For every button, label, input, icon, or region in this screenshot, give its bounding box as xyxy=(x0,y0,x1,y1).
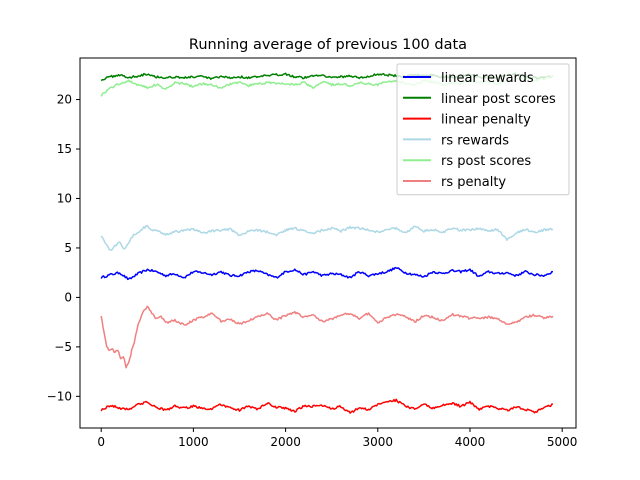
x-tick-label: 2000 xyxy=(270,435,301,449)
x-tick-label: 5000 xyxy=(547,435,578,449)
legend-label: linear post scores xyxy=(441,92,556,107)
series-line-linear-rewards xyxy=(100,266,553,281)
axes-frame xyxy=(79,57,577,429)
y-tick-label: −5 xyxy=(54,340,72,354)
y-tick-label: −10 xyxy=(47,389,72,403)
x-tick-label: 4000 xyxy=(455,435,486,449)
y-tick-label: 0 xyxy=(64,290,72,304)
legend-label: rs rewards xyxy=(441,133,509,148)
x-tick-label: 1000 xyxy=(178,435,209,449)
legend: linear rewards linear post scores linear p… xyxy=(396,63,570,196)
legend-label: rs penalty xyxy=(441,175,506,190)
legend-label: rs post scores xyxy=(441,154,531,169)
x-tick-label: 0 xyxy=(97,435,105,449)
x-tick-label: 3000 xyxy=(363,435,394,449)
plot-area xyxy=(100,72,554,414)
series-line-linear-penalty xyxy=(100,398,554,414)
legend-label: linear penalty xyxy=(441,113,531,128)
y-tick-label: 15 xyxy=(57,142,72,156)
axes-ticks: 0 1000 2000 3000 4000 5000 −10 −5 0 5 10 15 20 xyxy=(47,93,578,449)
legend-label: linear rewards xyxy=(441,71,534,86)
series-line-rs-rewards xyxy=(100,224,554,251)
y-tick-label: 5 xyxy=(64,241,72,255)
series-line-rs-penalty xyxy=(100,305,554,369)
legend-box xyxy=(396,63,570,196)
y-tick-label: 10 xyxy=(57,191,72,205)
y-tick-label: 20 xyxy=(57,93,72,107)
chart-title: Running average of previous 100 data xyxy=(189,37,467,53)
